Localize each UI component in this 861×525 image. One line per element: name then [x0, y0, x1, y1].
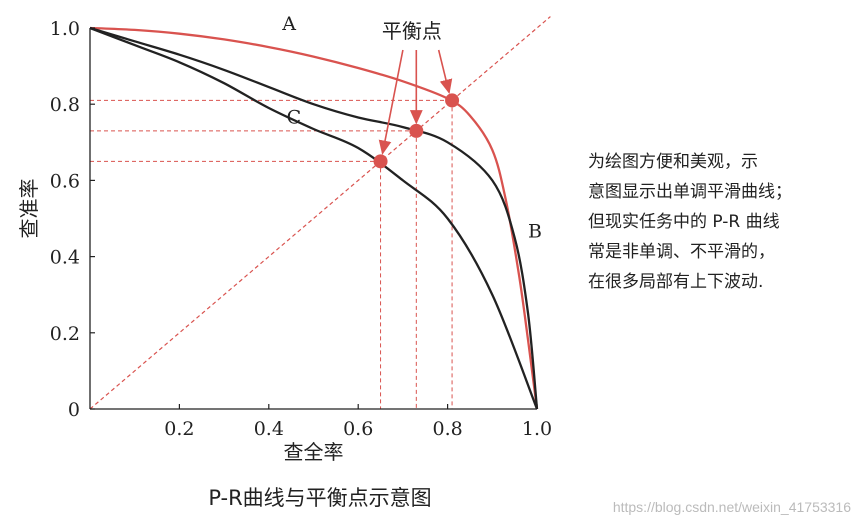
x-tick-label: 0.6 — [343, 418, 373, 440]
helper-lines — [89, 16, 551, 410]
series-label-c: C — [287, 106, 302, 128]
series-label-b: B — [528, 221, 542, 243]
y-axis-title: 查准率 — [17, 179, 41, 239]
figure-caption: P-R曲线与平衡点示意图 — [208, 486, 432, 510]
breakeven-annotation: 平衡点 — [382, 19, 442, 43]
curve-a — [89, 26, 539, 410]
x-tick-label: 0.2 — [164, 418, 194, 440]
y-tick-label: 0.2 — [50, 323, 80, 345]
x-tick-label: 1.0 — [522, 418, 552, 440]
ticks: 0 0.2 0.2 0.4 0.4 0.6 0.6 0.8 0.8 1.0 1.0 — [50, 18, 552, 440]
watermark: https://blog.csdn.net/weixin_41753316 — [612, 499, 851, 515]
breakeven-point — [373, 154, 388, 169]
y-tick-label: 0.6 — [50, 170, 80, 192]
note-line: 常是非单调、不平滑的， — [588, 242, 775, 262]
y-tick-label: 0.4 — [50, 247, 80, 269]
x-tick-label: 0.4 — [254, 418, 284, 440]
break-even-points — [373, 93, 460, 169]
y-tick-label: 0 — [68, 399, 80, 421]
pr-chart: 0 0.2 0.2 0.4 0.4 0.6 0.6 0.8 0.8 1.0 1.0 查全率 查准率 A B… — [17, 13, 552, 464]
x-axis-title: 查全率 — [284, 440, 344, 464]
series-label-a: A — [281, 13, 296, 35]
diagonal-line — [89, 16, 551, 410]
y-tick-label: 0.8 — [50, 94, 80, 116]
note-line: 意图显示出单调平滑曲线； — [588, 182, 792, 202]
breakeven-point — [445, 93, 460, 108]
labels: 查全率 查准率 A B C 平衡点 — [17, 13, 542, 464]
curve-b — [89, 26, 539, 410]
axes — [89, 28, 537, 410]
note-text: 为绘图方便和美观，示 意图显示出单调平滑曲线； 但现实任务中的 P-R 曲线 常… — [588, 147, 856, 297]
annotation-arrow — [378, 49, 404, 155]
annotation-arrow — [437, 49, 453, 94]
curve-c — [89, 26, 539, 410]
x-tick-label: 0.8 — [432, 418, 462, 440]
note-line: 但现实任务中的 P-R 曲线 — [588, 212, 780, 232]
note-line: 为绘图方便和美观，示 — [588, 152, 758, 172]
curves — [89, 26, 539, 410]
breakeven-point — [409, 123, 424, 138]
note-line: 在很多局部有上下波动. — [588, 272, 764, 292]
y-tick-label: 1.0 — [50, 18, 80, 40]
